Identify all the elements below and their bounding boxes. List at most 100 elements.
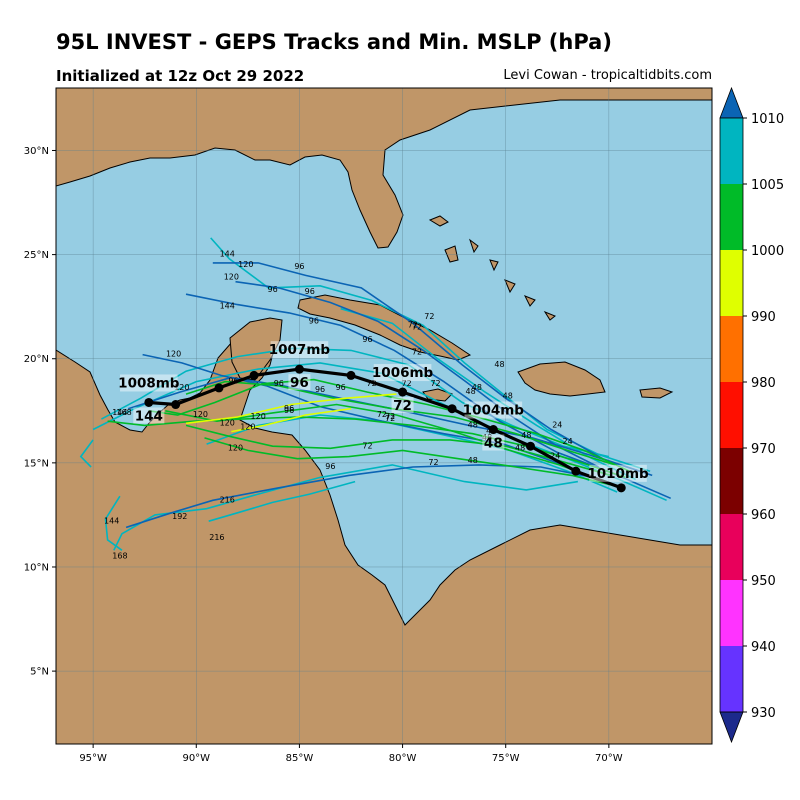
member-hour-label: 96 [362,335,372,344]
member-hour-label: 120 [174,383,189,392]
lon-tick-label: 75°W [492,753,520,764]
track-hour-labels: 24 48 72 48 72 96 144 24 48 72 48 72 96 96 216 168 24 48 9… [104,250,573,561]
mean-track-point [525,441,535,451]
member-hour-label: 120 [220,418,235,427]
member-hour-label: 72 [424,312,434,321]
member-hour-label: 48 [468,456,478,465]
credit-label: Levi Cowan - tropicaltidbits.com [503,68,712,83]
member-hour-label: 96 [315,385,325,394]
puerto-rico-island [639,387,674,399]
member-hour-label: 72 [412,323,422,332]
mean-track-point [294,364,304,374]
mean-pressure-label: 1010mb [587,466,649,482]
member-hour-label: 120 [224,273,239,282]
mean-track-point [488,425,498,435]
member-hour-label: 24 [552,420,562,429]
member-track [208,480,356,522]
yucatan-peninsula [229,317,283,381]
member-hour-label: 120 [238,260,253,269]
mean-hour-box [288,374,311,391]
mean-track-point [171,400,181,410]
member-hour-label: 216 [209,533,224,542]
member-hour-label: 168 [112,552,127,561]
ensemble-tracks [79,237,672,551]
lat-tick-label: 5°N [30,667,49,678]
member-hour-label: 96 [268,285,278,294]
lat-tick-label: 10°N [24,562,49,573]
lat-tick-label: 15°N [24,458,49,469]
member-track [104,495,123,551]
member-hour-label: 24 [563,437,573,446]
member-hour-label: 96 [284,406,294,415]
mean-track-point [616,483,626,493]
chart-title: 95L INVEST - GEPS Tracks and Min. MSLP (… [56,30,612,54]
member-hour-label: 48 [515,443,525,452]
member-hour-label: 72 [430,379,440,388]
mean-track-point [447,404,457,414]
member-track [185,380,616,466]
lat-tick-label: 20°N [24,354,49,365]
mean-pressure-label: 1007mb [269,342,331,358]
member-hour-label: 144 [112,408,127,417]
lat-tick-label: 30°N [24,146,49,157]
member-hour-label: 72 [428,458,438,467]
mean-track-point [571,466,581,476]
member-track [165,403,605,483]
member-hour-label: 144 [220,250,235,259]
member-hour-label: 72 [408,320,418,329]
member-hour-label: 216 [220,495,235,504]
member-hour-label: 120 [240,423,255,432]
mean-hour-box [133,407,165,424]
init-time-label: Initialized at 12z Oct 29 2022 [56,67,305,85]
member-track [79,439,94,468]
lat-tick-label: 25°N [24,250,49,261]
mean-hour-label: 144 [135,408,163,424]
mean-pressure-box [120,374,178,392]
land-masses [56,88,712,744]
member-track [107,416,626,479]
member-track [125,464,593,529]
member-hour-label: 96 [325,462,335,471]
mean-pressure-label: 1008mb [118,375,180,391]
mean-track-point [346,370,356,380]
member-track [185,424,612,477]
member-hour-label: 96 [294,262,304,271]
mean-track-point [398,387,408,397]
member-hour-label: 72 [362,441,372,450]
member-hour-label: 96 [305,287,315,296]
member-hour-label: 72 [385,412,395,421]
member-hour-label: 48 [494,360,504,369]
map-frame [55,87,713,745]
mean-pressure-box [589,464,647,482]
member-hour-label: 48 [472,383,482,392]
member-hour-label: 120 [228,443,243,452]
member-hour-label: 48 [468,420,478,429]
hispaniola-island [517,361,606,397]
member-hour-label: 48 [482,433,492,442]
mean-pressure-box [270,341,329,359]
member-hour-label: 120 [251,412,266,421]
member-track [231,407,352,433]
lon-tick-label: 70°W [595,753,623,764]
mean-pressure-label: 1006mb [372,365,434,381]
mean-hour-box [482,434,505,451]
lon-tick-label: 80°W [389,753,417,764]
mean-pressure-box [464,401,523,419]
member-hour-label: 120 [166,350,181,359]
mean-hour-label: 48 [484,436,503,452]
member-hour-label: 72 [412,348,422,357]
mean-track-line [148,367,622,490]
member-track [148,378,630,472]
member-hour-label: 168 [116,408,131,417]
gridlines [56,88,712,744]
member-hour-label: 48 [521,431,531,440]
member-hour-label: 120 [193,410,208,419]
mean-hour-box [391,397,414,414]
usa-landmass [56,88,712,249]
member-hour-label: 96 [284,404,294,413]
mean-pressure-box [373,364,432,382]
mean-pressure-label: 1004mb [463,403,525,419]
mean-track-point [144,397,154,407]
